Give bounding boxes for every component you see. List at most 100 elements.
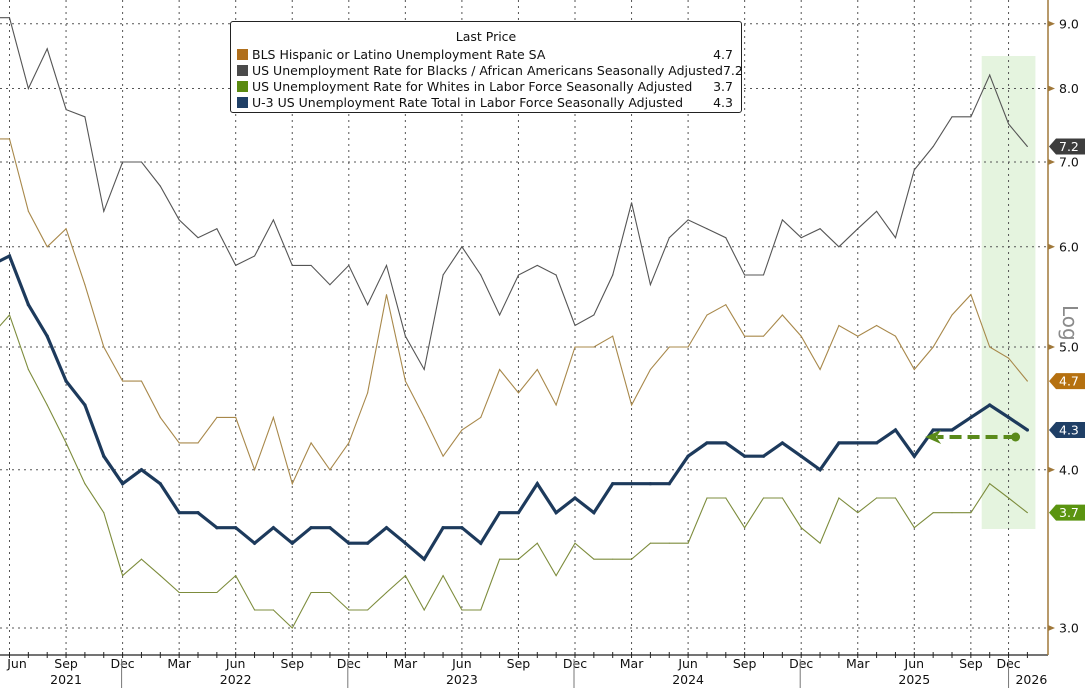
data-point-hispanic [272,416,274,418]
series-u3-group [0,253,1029,562]
legend-item-white: US Unemployment Rate for Whites in Labor… [237,78,733,94]
data-point-white [103,512,105,514]
x-tick-label: Sep [507,656,531,671]
series-hispanic-group [0,138,1028,486]
data-point-white [480,609,482,611]
x-tick-label: Jun [451,656,472,671]
data-point-white [46,404,48,406]
last-value-tag-white [1049,504,1085,521]
y-tick-mark [1048,243,1055,250]
data-point-black [913,169,915,171]
data-point-white [876,497,878,499]
data-point-u3 [535,482,539,486]
x-tick-label: Dec [563,656,587,671]
legend-value: 4.7 [713,46,733,62]
data-point-white [442,575,444,577]
data-point-white [423,609,425,611]
y-tick-label: 7.0 [1059,154,1079,169]
data-point-u3 [988,403,992,407]
data-point-white [385,591,388,594]
data-point-black [706,228,708,230]
data-point-black [178,219,180,221]
data-point-black [385,264,388,266]
data-point-hispanic [819,368,821,371]
data-point-hispanic [1026,380,1028,382]
data-point-u3 [271,526,275,530]
data-point-black [762,274,765,276]
data-point-u3 [554,511,558,515]
data-point-black [499,314,501,316]
x-tick-label: Dec [110,656,134,671]
data-point-white [499,558,501,560]
data-point-u3 [234,526,238,530]
data-point-hispanic [857,335,859,337]
y-tick-label: 4.0 [1059,462,1079,477]
data-point-white [555,575,557,577]
last-value-tag-u3 [1049,421,1085,438]
data-point-u3 [328,526,332,530]
data-point-u3 [460,526,464,530]
y-tick-mark [1048,20,1055,27]
log-scale-label: Log [1058,305,1082,341]
last-value-label-hispanic: 4.7 [1059,374,1079,389]
x-year-label: 2021 [50,672,82,687]
data-point-u3 [629,482,634,486]
data-point-u3 [479,541,483,545]
data-point-u3 [158,482,162,486]
data-point-hispanic [216,416,218,418]
data-point-u3 [441,526,445,530]
data-point-u3 [139,468,144,472]
data-point-black [461,246,463,248]
data-point-u3 [516,511,521,515]
data-point-hispanic [178,442,180,444]
data-point-u3 [724,441,728,445]
legend-item-hispanic: BLS Hispanic or Latino Unemployment Rate… [237,46,733,62]
data-point-black [951,116,953,118]
x-tick-label: Sep [733,656,757,671]
data-point-white [706,497,708,499]
data-point-u3 [573,496,577,500]
data-point-black [800,237,802,239]
x-tick-label: Mar [620,656,644,671]
data-point-hispanic [1008,357,1010,359]
data-point-u3 [309,526,313,530]
data-point-white [178,591,180,594]
data-point-black [574,324,576,327]
data-point-white [951,512,953,514]
data-point-white [970,512,972,514]
data-point-hispanic [329,469,331,471]
data-point-black [555,274,557,276]
data-point-black [480,274,482,276]
data-point-black [725,237,727,239]
data-point-hispanic [197,442,199,444]
data-point-hispanic [103,346,105,348]
data-point-u3 [498,511,502,515]
data-point-hispanic [122,380,124,382]
data-point-hispanic [499,368,501,371]
data-point-hispanic [461,429,463,431]
data-point-white [536,542,538,544]
legend-swatch [237,64,248,76]
data-point-white [800,527,802,529]
legend-swatch [237,80,248,92]
data-point-white [235,575,237,577]
x-tick-label: Mar [394,656,418,671]
data-point-black [838,246,840,248]
data-point-white [913,527,915,529]
data-point-u3 [667,482,671,486]
data-point-white [894,497,896,499]
data-point-hispanic [404,380,406,382]
legend: Last Price BLS Hispanic or Latino Unempl… [230,21,743,113]
y-tick-label: 9.0 [1059,16,1079,31]
data-point-u3 [121,482,125,486]
y-tick-mark [1048,344,1055,351]
data-point-u3 [7,254,12,258]
data-point-black [989,74,991,76]
last-value-label-u3: 4.3 [1059,422,1079,437]
x-tick-label: Jun [904,656,925,671]
legend-label: US Unemployment Rate for Whites in Labor… [252,78,693,94]
arrow-head-icon [925,429,942,444]
data-point-white [461,609,463,611]
y-tick-mark [1048,466,1055,473]
series-white-line [0,313,1028,629]
